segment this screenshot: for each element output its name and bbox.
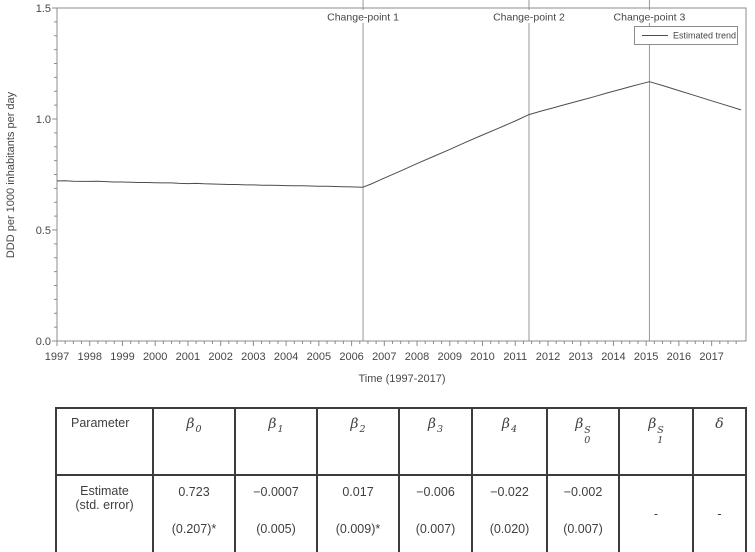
row-header-line: Estimate xyxy=(80,484,129,498)
row-header-estimate: Estimate (std. error) xyxy=(55,474,154,552)
math-sub: 4 xyxy=(511,424,518,435)
plot-border xyxy=(56,7,747,342)
col-header-beta3: β3 xyxy=(398,407,473,476)
std-error-value: (0.007) xyxy=(563,522,603,536)
dash-value: - xyxy=(653,507,659,521)
x-tick-label: 2002 xyxy=(208,351,232,363)
estimate-cell: −0.0007 (0.005) xyxy=(234,474,318,552)
x-tick-label: 1998 xyxy=(77,351,101,363)
std-error-value: (0.020) xyxy=(489,522,530,536)
estimate-cell: 0.017 (0.009)* xyxy=(316,474,400,552)
y-tick-label: 1.0 xyxy=(36,114,51,126)
math-sup: S xyxy=(657,425,664,436)
estimate-value: −0.022 xyxy=(490,485,529,499)
table-estimate-row: Estimate (std. error) 0.723 (0.207)* −0.0007… xyxy=(55,474,747,552)
math-symbol: β xyxy=(575,416,584,432)
y-tick-label: 0.5 xyxy=(36,225,51,237)
parameter-table: Parameter β0 β1 β2 β3 β4 β S 0 β S 1 δ Estimate (std. … xyxy=(55,407,747,552)
x-tick-label: 2001 xyxy=(176,351,200,363)
legend: Estimated trend xyxy=(634,26,738,45)
legend-label: Estimated trend xyxy=(673,31,736,41)
std-error-value: (0.005) xyxy=(256,522,296,536)
trend-chart: Change-point 1 Change-point 2 Change-point… xyxy=(5,0,747,385)
change-point-label-mask xyxy=(321,10,406,23)
dash-value: - xyxy=(717,507,722,521)
estimate-value: 0.723 xyxy=(178,485,210,499)
x-tick-label: 2003 xyxy=(241,351,265,363)
math-sub: 1 xyxy=(277,424,284,435)
y-tick-label: 0.0 xyxy=(36,336,51,348)
estimate-cell: −0.002 (0.007) xyxy=(546,474,620,552)
math-symbol: δ xyxy=(715,416,724,432)
estimate-cell-empty: - xyxy=(692,474,747,552)
std-error-value: (0.207)* xyxy=(171,522,217,536)
x-tick-label: 2004 xyxy=(274,351,298,363)
col-header-beta2: β2 xyxy=(316,407,400,476)
math-sub: 1 xyxy=(657,434,664,446)
x-tick-label: 2011 xyxy=(503,351,527,363)
y-tick-label: 1.5 xyxy=(36,3,51,15)
math-symbol: β xyxy=(501,416,511,432)
math-sup: S xyxy=(584,425,591,436)
x-tick-label: 2014 xyxy=(601,351,625,363)
x-tick-label: 2017 xyxy=(699,351,723,363)
row-header-line: (std. error) xyxy=(75,498,134,512)
x-tick-label: 2009 xyxy=(438,351,462,363)
math-symbol: β xyxy=(427,416,437,432)
std-error-value: (0.009)* xyxy=(335,522,381,536)
x-tick-label: 2000 xyxy=(143,351,167,363)
x-tick-label: 2006 xyxy=(339,351,363,363)
x-tick-label: 1999 xyxy=(110,351,134,363)
math-symbol: β xyxy=(268,416,277,432)
col-header-beta0: β0 xyxy=(152,407,236,476)
math-sub: 2 xyxy=(359,424,366,435)
change-point-label-mask xyxy=(486,10,571,23)
x-tick-label: 2012 xyxy=(536,351,560,363)
x-axis-title: Time (1997-2017) xyxy=(358,373,445,385)
math-sub: 3 xyxy=(437,424,444,435)
col-header-beta4: β4 xyxy=(471,407,548,476)
x-tick-label: 2013 xyxy=(568,351,592,363)
x-tick-label: 2016 xyxy=(667,351,691,363)
col-header-beta1: β1 xyxy=(234,407,318,476)
change-point-label-2: Change-point 2 xyxy=(493,12,565,24)
trend-line xyxy=(56,81,742,188)
change-point-label-3: Change-point 3 xyxy=(614,12,686,24)
col-header-delta: δ xyxy=(692,407,747,476)
math-symbol: β xyxy=(186,416,195,432)
estimate-cell: −0.022 (0.020) xyxy=(471,474,548,552)
col-header-parameter: Parameter xyxy=(55,407,154,476)
std-error-value: (0.007) xyxy=(415,522,456,536)
estimate-value: −0.002 xyxy=(563,485,603,499)
estimate-value: 0.017 xyxy=(342,485,374,499)
x-tick-label: 2008 xyxy=(405,351,429,363)
math-symbol: β xyxy=(350,416,359,432)
x-tick-label: 2015 xyxy=(634,351,658,363)
math-sub: 0 xyxy=(584,434,591,446)
change-point-label-mask xyxy=(607,10,692,23)
y-axis-title: DDD per 1000 inhabitants per day xyxy=(5,91,17,258)
table-header-row: Parameter β0 β1 β2 β3 β4 β S 0 β S 1 δ xyxy=(55,407,747,476)
chart-plot-area: Change-point 1 Change-point 2 Change-point… xyxy=(36,0,747,363)
math-symbol: β xyxy=(648,416,657,432)
legend-box xyxy=(634,26,738,45)
estimate-value: −0.0007 xyxy=(253,485,299,499)
x-tick-label: 1997 xyxy=(45,351,69,363)
estimate-cell: 0.723 (0.207)* xyxy=(152,474,236,552)
estimate-value: −0.006 xyxy=(416,485,455,499)
estimate-cell-empty: - xyxy=(618,474,694,552)
estimate-cell: −0.006 (0.007) xyxy=(398,474,473,552)
x-tick-label: 2005 xyxy=(307,351,331,363)
x-tick-label: 2007 xyxy=(372,351,396,363)
x-tick-label: 2010 xyxy=(470,351,494,363)
change-point-label-1: Change-point 1 xyxy=(327,12,399,24)
math-sub: 0 xyxy=(195,424,202,435)
